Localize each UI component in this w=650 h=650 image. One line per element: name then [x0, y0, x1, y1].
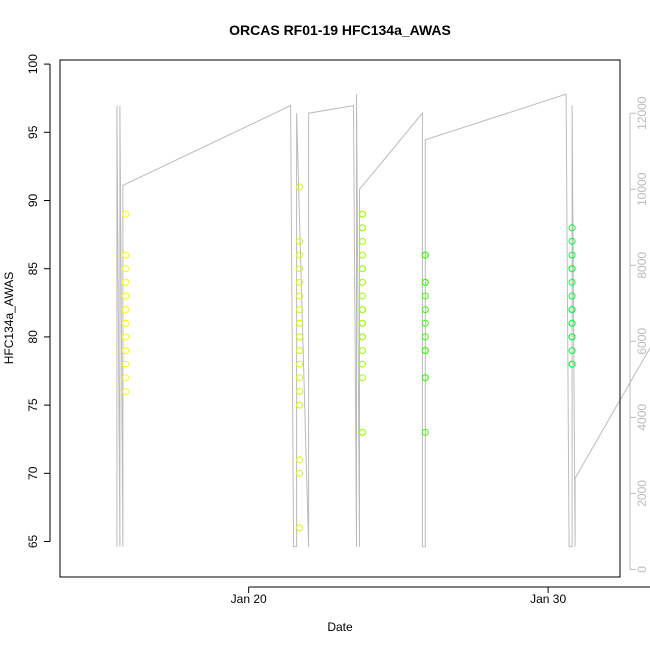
- y2-tick-label: 6000: [635, 328, 649, 355]
- data-point: [359, 210, 366, 218]
- data-point: [421, 319, 429, 327]
- data-point: [296, 319, 304, 327]
- y2-tick-label: 0: [635, 566, 649, 573]
- plot-frame: [59, 59, 621, 578]
- data-point: [122, 306, 130, 314]
- data-point: [296, 251, 304, 259]
- data-point: [568, 237, 576, 245]
- data-point: [568, 360, 576, 368]
- data-point: [359, 306, 366, 314]
- data-point: [296, 306, 304, 314]
- data-point: [296, 278, 304, 286]
- data-point: [296, 469, 304, 477]
- data-point: [296, 265, 304, 273]
- y-tick-label: 80: [26, 330, 40, 344]
- x-axis-label: Date: [327, 620, 353, 634]
- data-point: [122, 319, 130, 327]
- y-tick-label: 90: [26, 194, 40, 208]
- y2-tick-label: 8000: [635, 252, 649, 279]
- data-point: [359, 265, 366, 273]
- data-point: [122, 333, 130, 341]
- y-axis: 65 70 75 80 85 90 95 100: [26, 54, 51, 549]
- data-point: [568, 306, 576, 314]
- data-point: [568, 347, 576, 355]
- y2-tick-label: 4000: [635, 404, 649, 431]
- data-point: [122, 360, 130, 368]
- data-point: [359, 251, 366, 259]
- data-point: [359, 292, 366, 300]
- y2-axis: 0 2000 4000 6000 8000 10000 12000: [629, 96, 649, 573]
- series-rf01: [122, 210, 130, 395]
- data-point: [296, 183, 304, 191]
- data-point: [421, 333, 429, 341]
- data-point: [421, 251, 429, 259]
- y-tick-label: 65: [26, 535, 40, 549]
- data-point: [568, 333, 576, 341]
- data-point: [296, 524, 304, 532]
- altitude-track-layer: [116, 93, 650, 548]
- data-point: [296, 347, 304, 355]
- data-point: [359, 333, 366, 341]
- points-layer: [122, 183, 576, 532]
- data-point: [421, 347, 429, 355]
- data-point: [359, 237, 366, 245]
- data-point: [359, 224, 366, 232]
- series-rf03: [359, 210, 366, 436]
- data-point: [296, 456, 304, 464]
- data-point: [296, 388, 304, 395]
- data-point: [296, 333, 304, 341]
- series-rf02: [296, 183, 304, 532]
- y-axis-label: HFC134a_AWAS: [2, 272, 16, 364]
- data-point: [568, 224, 576, 232]
- y2-tick-label: 2000: [635, 480, 649, 507]
- data-point: [421, 306, 429, 314]
- data-point: [296, 237, 304, 245]
- series-rf05: [568, 224, 576, 368]
- data-point: [359, 319, 366, 327]
- data-point: [568, 251, 576, 259]
- data-point: [568, 319, 576, 327]
- data-point: [122, 374, 130, 382]
- data-point: [568, 292, 576, 300]
- data-point: [359, 374, 366, 382]
- y-tick-label: 85: [26, 262, 40, 276]
- data-point: [296, 401, 304, 409]
- y2-tick-label: 12000: [635, 96, 649, 130]
- data-point: [122, 388, 130, 395]
- data-point: [421, 292, 429, 300]
- data-point: [122, 347, 130, 355]
- y2-tick-label: 10000: [635, 172, 649, 206]
- y-tick-label: 95: [26, 125, 40, 139]
- data-point: [568, 278, 576, 286]
- data-point: [122, 210, 130, 218]
- x-tick-label: Jan 30: [530, 592, 566, 606]
- data-point: [296, 374, 304, 382]
- y-tick-label: 100: [26, 54, 40, 74]
- data-point: [296, 360, 304, 368]
- data-point: [359, 428, 366, 436]
- y-tick-label: 75: [26, 398, 40, 412]
- data-point: [359, 347, 366, 355]
- data-point: [421, 278, 429, 286]
- altitude-track-line: [116, 93, 650, 548]
- data-point: [122, 292, 130, 300]
- series-rf04: [421, 251, 429, 436]
- data-point: [359, 360, 366, 368]
- chart-title: ORCAS RF01-19 HFC134a_AWAS: [229, 22, 451, 38]
- data-point: [296, 292, 304, 300]
- data-point: [421, 374, 429, 382]
- data-point: [122, 251, 130, 259]
- data-point: [122, 278, 130, 286]
- data-point: [122, 265, 130, 273]
- data-point: [568, 265, 576, 273]
- data-point: [359, 278, 366, 286]
- x-tick-label: Jan 20: [231, 592, 267, 606]
- data-point: [421, 428, 429, 436]
- y-tick-label: 70: [26, 466, 40, 480]
